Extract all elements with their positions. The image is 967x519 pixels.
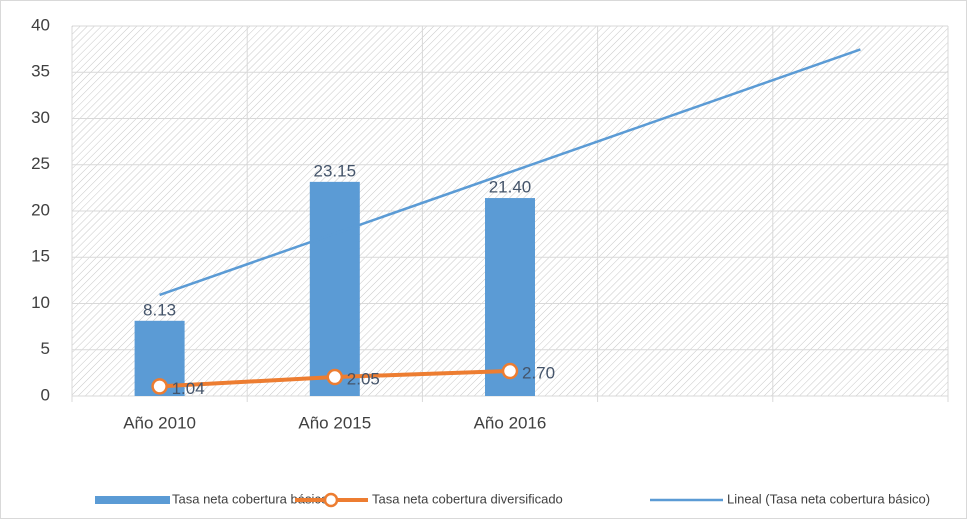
data-label: 8.13 <box>143 300 176 319</box>
line-marker <box>151 378 168 395</box>
y-tick-label: 20 <box>31 200 50 219</box>
line-marker <box>326 368 344 386</box>
legend-marker <box>323 492 339 508</box>
legend-label: Tasa neta cobertura básico <box>172 491 328 506</box>
data-label: 2.05 <box>347 370 380 389</box>
line-marker <box>501 362 519 380</box>
legend-label: Tasa neta cobertura diversificado <box>372 491 563 506</box>
y-tick-label: 30 <box>31 108 50 127</box>
y-tick-label: 25 <box>31 154 50 173</box>
x-tick-label: Año 2010 <box>123 413 196 432</box>
legend-label: Lineal (Tasa neta cobertura básico) <box>727 491 930 506</box>
legend-swatch <box>95 496 170 504</box>
data-label: 21.40 <box>489 178 532 197</box>
trend-line <box>159 48 861 297</box>
y-tick-label: 0 <box>41 385 50 404</box>
y-tick-label: 5 <box>41 339 50 358</box>
data-label: 1.04 <box>172 379 205 398</box>
data-label: 23.15 <box>314 161 357 180</box>
x-tick-label: Año 2016 <box>474 413 547 432</box>
y-tick-label: 15 <box>31 247 50 266</box>
y-tick-label: 35 <box>31 62 50 81</box>
x-tick-label: Año 2015 <box>298 413 371 432</box>
y-tick-label: 10 <box>31 293 50 312</box>
bar <box>309 181 360 396</box>
y-tick-label: 40 <box>31 15 50 34</box>
data-label: 2.70 <box>522 364 555 383</box>
